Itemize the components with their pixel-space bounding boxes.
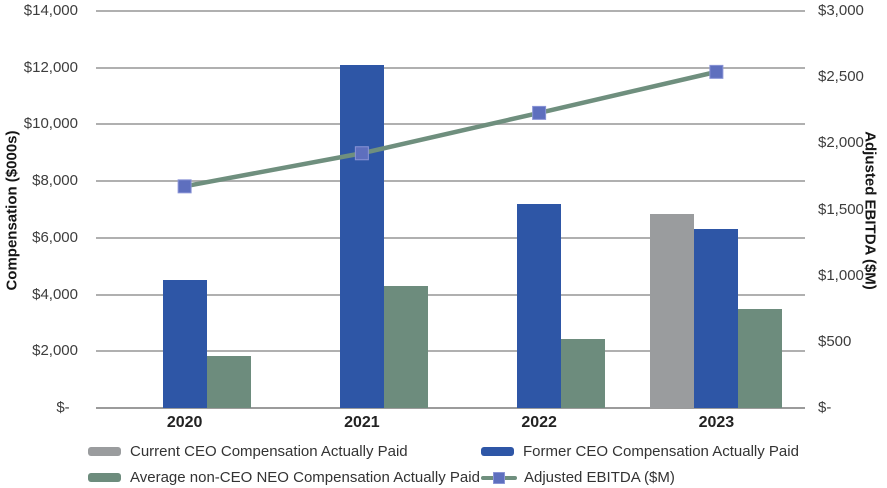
ebitda-marker-2021 (354, 146, 369, 161)
bar-series1-2020 (162, 280, 207, 408)
gridline (96, 123, 805, 126)
former-ceo-swatch-icon (481, 446, 514, 456)
avg-neo-swatch-icon (88, 472, 121, 482)
legend-item-former-ceo: Former CEO Compensation Actually Paid (481, 440, 799, 462)
bar-series1-2022 (517, 203, 562, 408)
legend-item-current-ceo: Current CEO Compensation Actually Paid (88, 440, 408, 462)
ebitda-marker-2022 (532, 105, 547, 120)
bar-series2-2022 (561, 338, 606, 408)
right-axis-tick: $1,500 (818, 200, 864, 218)
ebitda-marker-2023 (709, 64, 724, 79)
plot-area (96, 10, 805, 409)
left-axis-tick: $8,000 (32, 172, 78, 190)
ebitda-line (184, 69, 717, 189)
gridline (96, 350, 805, 353)
bar-series1-2023 (694, 229, 739, 408)
category-label-2022: 2022 (521, 414, 557, 431)
left-axis-tick: $6,000 (32, 228, 78, 246)
left-axis-title: Compensation ($000s) (3, 130, 21, 291)
right-axis-tick: $2,500 (818, 68, 864, 86)
gridline (96, 66, 805, 69)
legend-item-ebitda: Adjusted EBITDA ($M) (481, 466, 675, 488)
right-axis-tick: $- (818, 399, 832, 416)
left-axis-tick: $4,000 (32, 285, 78, 303)
bar-series0-2023 (650, 213, 695, 408)
current-ceo-swatch-icon (88, 446, 121, 456)
category-label-2023: 2023 (698, 414, 735, 431)
legend-item-avg-neo: Average non-CEO NEO Compensation Actuall… (88, 466, 480, 488)
bar-series1-2021 (339, 64, 384, 408)
bar-series2-2020 (206, 355, 251, 408)
left-axis-tick: $2,000 (32, 342, 78, 360)
legend-label-current-ceo: Current CEO Compensation Actually Paid (130, 442, 408, 460)
ebitda-line-layer (177, 64, 724, 194)
gridline (96, 236, 805, 239)
gridline (96, 293, 805, 296)
right-axis-tick: $3,000 (818, 2, 864, 19)
legend-label-avg-neo: Average non-CEO NEO Compensation Actuall… (130, 468, 480, 486)
ebitda-line-swatch-icon (481, 471, 517, 484)
right-axis-tick: $2,000 (818, 134, 864, 152)
gridline (96, 180, 805, 183)
right-axis-tick: $1,000 (818, 266, 864, 284)
category-label-2020: 2020 (166, 414, 203, 431)
bar-series2-2021 (383, 286, 428, 408)
x-axis-line (96, 407, 805, 409)
left-axis-tick: $10,000 (23, 115, 78, 133)
bar-series2-2023 (738, 308, 783, 408)
left-axis-tick: $- (56, 399, 78, 416)
legend-label-former-ceo: Former CEO Compensation Actually Paid (523, 442, 799, 460)
right-axis-tick: $500 (818, 332, 852, 350)
left-axis-tick: $14,000 (23, 2, 78, 19)
ebitda-marker-glyph (493, 471, 505, 484)
ebitda-marker-2020 (177, 179, 192, 194)
gridline (96, 10, 805, 12)
category-label-2021: 2021 (344, 414, 380, 431)
legend-label-ebitda: Adjusted EBITDA ($M) (524, 468, 675, 486)
left-axis-tick: $12,000 (23, 58, 78, 76)
